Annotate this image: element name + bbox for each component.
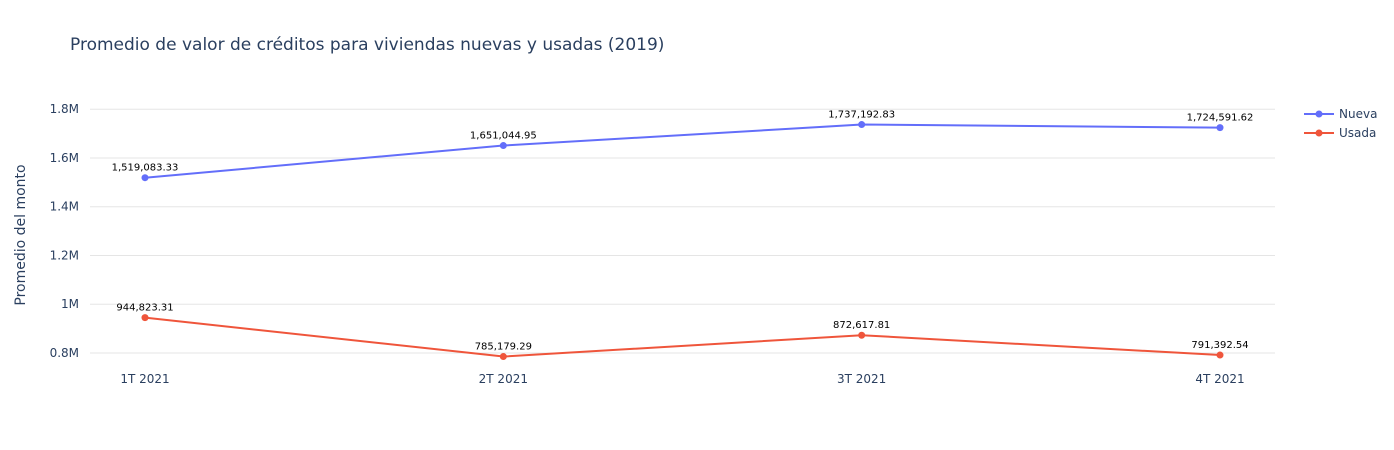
y-tick-label: 1.4M: [50, 200, 79, 214]
data-label: 1,651,044.95: [470, 131, 537, 142]
data-label: 1,724,591.62: [1187, 113, 1254, 124]
x-tick-label: 1T 2021: [120, 372, 169, 386]
series-line: [144, 123, 1221, 179]
data-label: 1,519,083.33: [112, 163, 179, 174]
data-point[interactable]: [858, 331, 866, 339]
data-label: 791,392.54: [1191, 340, 1248, 351]
y-tick-label: 0.8M: [50, 346, 79, 360]
legend-item-usada[interactable]: Usada: [1304, 126, 1376, 140]
data-point[interactable]: [141, 174, 149, 182]
data-point[interactable]: [858, 121, 866, 129]
data-label: 872,617.81: [833, 320, 890, 331]
x-tick-label: 2T 2021: [479, 372, 528, 386]
x-tick-label: 3T 2021: [837, 372, 886, 386]
series-line: [144, 316, 1221, 358]
y-axis-ticks: 0.8M 1M 1.2M 1.4M 1.6M 1.8M: [50, 102, 79, 360]
legend-marker: [1315, 110, 1323, 118]
legend-label: Nueva: [1339, 107, 1377, 121]
data-point[interactable]: [1216, 351, 1224, 359]
data-point[interactable]: [499, 353, 507, 361]
legend[interactable]: Nueva Usada: [1304, 107, 1377, 140]
y-tick-label: 1.6M: [50, 151, 79, 165]
x-axis-ticks: 1T 2021 2T 2021 3T 2021 4T 2021: [120, 372, 1244, 386]
legend-label: Usada: [1339, 126, 1376, 140]
y-tick-label: 1.2M: [50, 248, 79, 262]
x-tick-label: 4T 2021: [1195, 372, 1244, 386]
data-point[interactable]: [499, 142, 507, 150]
y-tick-label: 1.8M: [50, 102, 79, 116]
series-usada: 944,823.31 785,179.29 872,617.81 791,392.54: [116, 303, 1249, 361]
series-group: 1,519,083.33 1,651,044.95 1,737,192.83 1,72…: [112, 110, 1254, 361]
y-tick-label: 1M: [61, 297, 79, 311]
data-point[interactable]: [1216, 124, 1224, 132]
legend-item-nueva[interactable]: Nueva: [1304, 107, 1377, 121]
data-label: 944,823.31: [116, 303, 173, 314]
data-label: 785,179.29: [475, 342, 532, 353]
chart-title: Promedio de valor de créditos para vivie…: [70, 35, 664, 55]
gridlines: [90, 108, 1275, 354]
series-nueva: 1,519,083.33 1,651,044.95 1,737,192.83 1,72…: [112, 110, 1254, 182]
data-point[interactable]: [141, 314, 149, 322]
legend-marker: [1315, 129, 1323, 137]
data-label: 1,737,192.83: [828, 110, 895, 121]
y-axis-title: Promedio del monto: [13, 164, 29, 305]
